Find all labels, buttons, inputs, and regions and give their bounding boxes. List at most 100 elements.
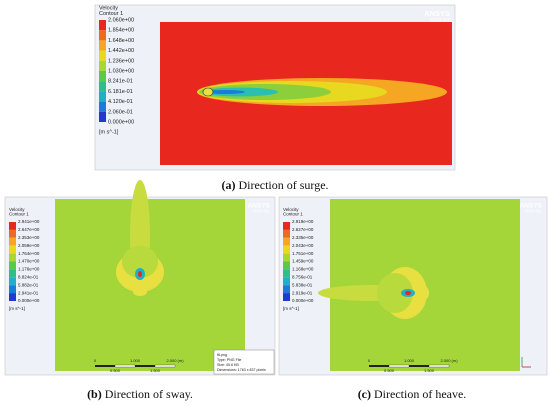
caption-text: Direction of sway.	[104, 387, 193, 401]
scale-label: 0.500	[384, 368, 395, 373]
colorbar-band	[283, 293, 290, 301]
colorbar-band	[283, 253, 290, 262]
colorbar-band	[99, 30, 106, 41]
colorbar-band	[283, 237, 290, 246]
colorbar-band	[283, 229, 290, 238]
caption-label: (b)	[87, 387, 102, 401]
colorbar-band	[9, 261, 16, 270]
legend-level: 2.353e+00	[18, 235, 40, 240]
version: 2020 R2	[253, 209, 271, 214]
colorbar-band	[283, 261, 290, 270]
caption: (c) Direction of heave.	[358, 387, 467, 402]
colorbar-band	[9, 222, 16, 230]
scale-label: 2.000 (m)	[440, 358, 458, 363]
legend-level: 1.442e+00	[108, 48, 134, 54]
legend-title: Velocity	[283, 207, 299, 212]
legend-subtitle: Contour 1	[283, 212, 303, 217]
legend-level: 8.241e-01	[108, 79, 133, 85]
colorbar-band	[99, 91, 106, 102]
legend-subtitle: Contour 1	[9, 212, 29, 217]
body	[202, 87, 214, 97]
caption-text: Direction of surge.	[238, 178, 329, 192]
colorbar-band	[283, 269, 290, 278]
flow-contour	[133, 288, 147, 296]
legend-units: [m s^-1]	[283, 306, 299, 311]
colorbar-band	[283, 277, 290, 286]
colorbar-band	[9, 245, 16, 254]
colorbar-band	[99, 60, 106, 71]
legend-level: 2.060e-01	[108, 109, 133, 115]
caption: (a) Direction of surge.	[221, 178, 328, 193]
legend-level: 2.919e+00	[292, 219, 314, 224]
flow-contour	[405, 291, 411, 295]
legend-title: Velocity	[9, 207, 25, 212]
legend-units: [m s^-1]	[99, 130, 119, 136]
legend-title: Velocity	[99, 5, 118, 11]
colorbar-band	[9, 277, 16, 286]
scale-label: 0	[94, 358, 97, 363]
legend-level: 1.764e+00	[18, 251, 40, 256]
legend-level: 2.627e+00	[292, 227, 314, 232]
legend-level: 0.000e+00	[108, 119, 134, 125]
scale-bar	[428, 364, 450, 368]
colorbar-band	[9, 269, 16, 278]
colorbar-band	[99, 101, 106, 112]
colorbar-band	[9, 253, 16, 262]
colorbar-band	[99, 50, 106, 61]
scale-label: 1.500	[424, 368, 435, 373]
legend-level: 2.919e-01	[292, 290, 313, 295]
caption-text: Direction of heave.	[374, 387, 467, 401]
caption-label: (a)	[221, 178, 236, 192]
legend-level: 8.756e-01	[292, 274, 313, 279]
legend-level: 2.335e+00	[292, 235, 314, 240]
legend-level: 5.838e-01	[292, 282, 313, 287]
flow-contour	[138, 271, 142, 277]
colorbar-band	[99, 40, 106, 51]
legend-level: 1.470e+00	[18, 259, 40, 264]
legend-level: 4.120e-01	[108, 99, 133, 105]
legend-level: 2.059e+00	[18, 243, 40, 248]
version: 2020 R2	[429, 18, 450, 24]
legend-level: 1.176e+00	[18, 267, 40, 272]
legend-subtitle: Contour 1	[99, 11, 123, 17]
logo: ANSYS	[520, 203, 543, 210]
tooltip-line: Size: 45.6 KB	[217, 363, 239, 367]
tooltip-line: f6.png	[217, 353, 227, 357]
scale-bar	[388, 364, 410, 368]
legend-units: [m s^-1]	[9, 306, 25, 311]
legend-level: 0.000e+00	[18, 298, 40, 303]
scale-label: 0.500	[110, 368, 121, 373]
legend-level: 0.000e+00	[292, 298, 314, 303]
colorbar-band	[283, 245, 290, 254]
caption: (b) Direction of sway.	[87, 387, 193, 402]
colorbar-band	[99, 20, 106, 31]
colorbar-band	[9, 237, 16, 246]
legend-level: 5.882e-01	[18, 282, 39, 287]
legend-level: 1.236e+00	[108, 58, 134, 64]
legend-level: 6.181e-01	[108, 89, 133, 95]
legend-level: 1.030e+00	[108, 68, 134, 74]
colorbar-band	[283, 222, 290, 230]
tooltip-line: Type: PNG File	[217, 358, 241, 362]
scale-label: 0	[368, 358, 371, 363]
version: 2020 R2	[525, 209, 543, 214]
legend-level: 2.060e+00	[108, 17, 134, 23]
logo: ANSYS	[248, 203, 271, 210]
flow-contour	[377, 273, 413, 313]
flow-contour	[205, 90, 245, 94]
scale-bar	[154, 364, 176, 368]
tooltip	[213, 349, 275, 375]
colorbar-band	[9, 285, 16, 294]
legend-level: 2.941e+00	[18, 219, 40, 224]
colorbar-band	[99, 71, 106, 82]
flow-contour	[419, 286, 429, 300]
legend-level: 1.854e+00	[108, 28, 134, 34]
scale-label: 1.000	[404, 358, 415, 363]
colorbar-band	[283, 285, 290, 294]
legend-level: 8.824e-01	[18, 274, 39, 279]
colorbar-band	[99, 81, 106, 92]
legend-level: 1.459e+00	[292, 259, 314, 264]
colorbar-band	[99, 111, 106, 122]
